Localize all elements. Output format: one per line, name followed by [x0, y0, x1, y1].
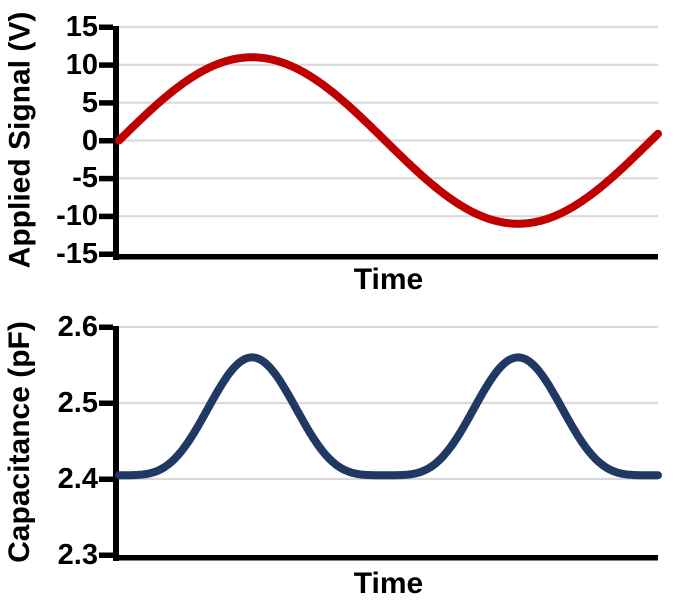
y-tick-label: 15	[65, 11, 98, 43]
y-tick-mark	[99, 138, 113, 144]
y-tick-mark	[99, 175, 113, 182]
y-tick-mark	[99, 324, 113, 330]
y-tick-label: 5	[81, 86, 98, 119]
x-axis-spine	[113, 555, 658, 561]
y-tick-mark	[99, 251, 113, 257]
y-axis-title-capacitance-text: Capacitance (pF)	[3, 321, 36, 563]
y-tick-mark	[99, 100, 113, 106]
capacitance-curve-line	[115, 353, 662, 480]
y-tick-mark	[99, 476, 113, 482]
y-tick-label: 2.4	[57, 463, 98, 495]
y-tick-label: 2.5	[57, 387, 98, 419]
y-tick-label: -10	[56, 200, 98, 233]
y-tick-mark	[99, 552, 113, 558]
y-tick-label: 10	[65, 48, 98, 81]
y-axis-spine	[113, 326, 119, 561]
y-tick-label: -5	[72, 162, 98, 195]
x-axis-title-time-bottom: Time	[353, 567, 424, 600]
y-tick-label: 2.6	[57, 311, 98, 343]
y-tick-mark	[99, 24, 113, 30]
y-tick-label: -15	[56, 238, 98, 270]
y-axis-title-capacitance: Capacitance (pF)	[0, 321, 40, 563]
y-tick-mark	[99, 62, 113, 68]
y-tick-label: 2.3	[57, 539, 98, 571]
x-axis-title-time-top: Time	[353, 263, 424, 296]
y-tick-mark	[99, 400, 113, 406]
y-tick-label: 0	[81, 124, 98, 157]
applied-signal-sine-line	[115, 53, 662, 228]
y-tick-mark	[99, 213, 113, 220]
x-axis-spine	[113, 254, 658, 260]
